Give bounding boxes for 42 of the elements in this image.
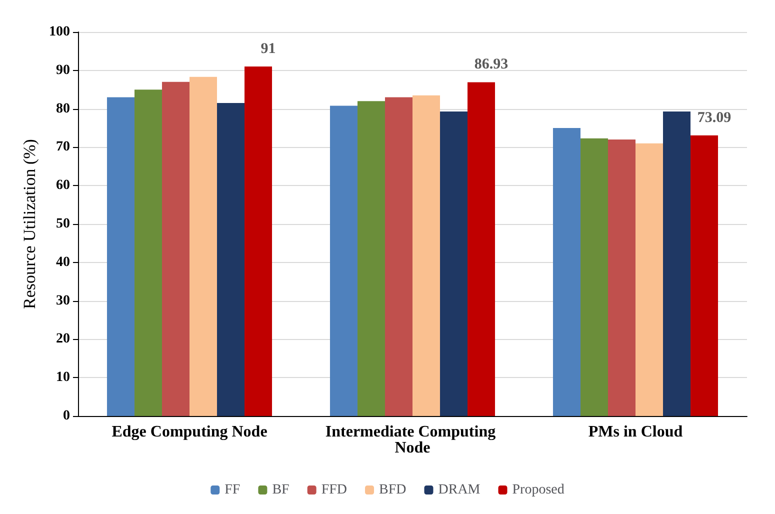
bar: [412, 95, 440, 416]
bar: [608, 140, 636, 416]
y-tick-label: 70: [56, 140, 70, 155]
y-tick-label: 90: [56, 62, 70, 78]
bar: [580, 138, 608, 416]
legend-label: BF: [272, 482, 290, 498]
bar: [357, 101, 385, 416]
bar: [106, 97, 134, 416]
bar: [190, 76, 218, 416]
bar: [384, 97, 412, 416]
bar: [134, 90, 162, 416]
x-tick-label: Edge Computing Node: [112, 424, 268, 440]
legend-label: BFD: [379, 482, 406, 498]
y-tick-label: 0: [63, 408, 70, 424]
data-label: 86.93: [474, 56, 508, 73]
legend-label: FF: [224, 482, 240, 498]
y-tick-label: 80: [56, 101, 70, 116]
y-tick-label: 50: [56, 216, 70, 232]
bar: [552, 128, 580, 416]
data-label: 91: [260, 41, 276, 58]
bar: [690, 135, 718, 416]
bar: [663, 111, 691, 416]
bar: [468, 82, 496, 416]
y-tick-label: 10: [56, 370, 70, 386]
y-tick-label: 30: [56, 293, 70, 308]
legend-label: Proposed: [512, 482, 564, 498]
bar: [330, 106, 358, 416]
y-tick-label: 20: [56, 332, 70, 347]
y-tick-label: 40: [56, 254, 70, 270]
bar: [217, 103, 245, 416]
x-tick-label: PMs in Cloud: [588, 424, 683, 440]
y-tick-label: 60: [56, 178, 70, 194]
y-tick-label: 100: [49, 24, 70, 40]
bar: [440, 111, 468, 416]
legend-label: FFD: [321, 482, 348, 498]
legend-label: DRAM: [438, 482, 481, 498]
y-axis-title: Resource Utilization (%): [20, 139, 39, 309]
x-tick-label: Intermediate Computing Node: [325, 424, 500, 456]
data-label: 73.09: [697, 110, 732, 126]
bar: [162, 82, 190, 416]
bar: [636, 143, 664, 416]
bar: [244, 66, 272, 416]
